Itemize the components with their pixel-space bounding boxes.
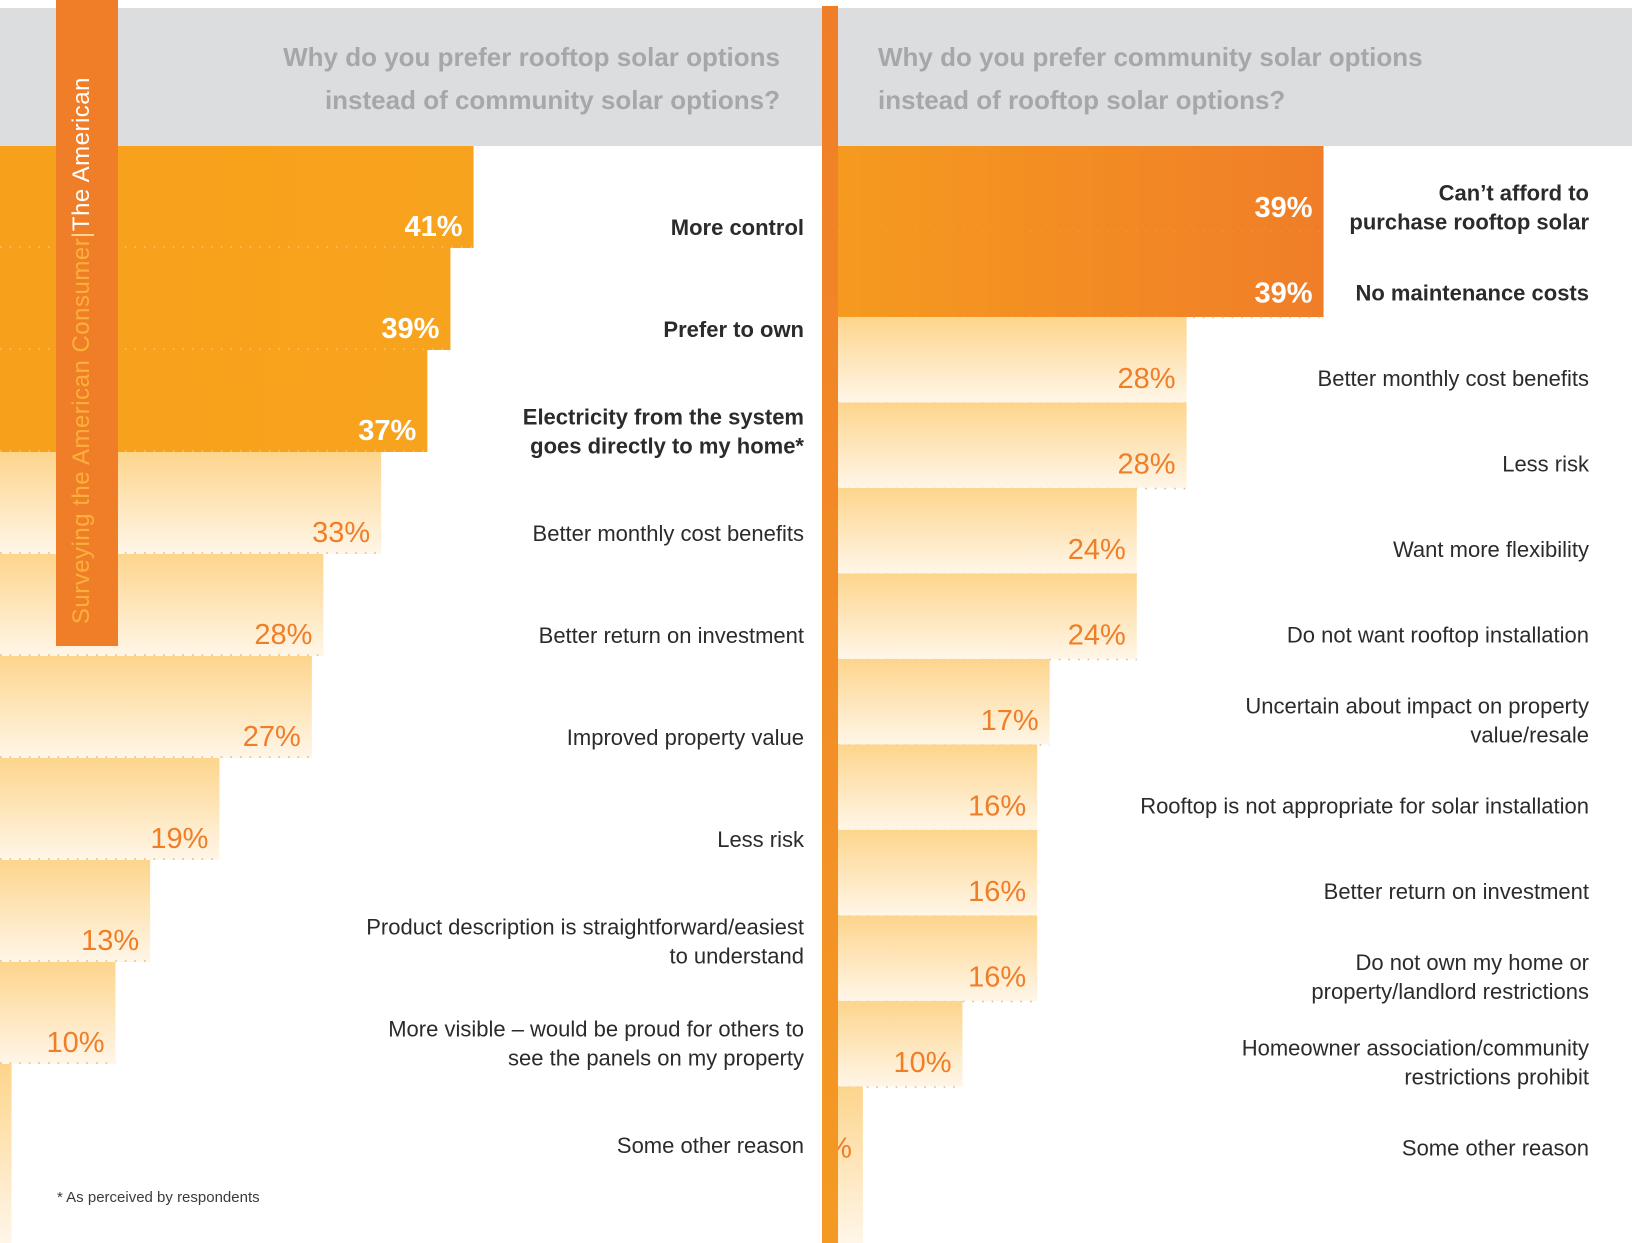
right-category-label: No maintenance costs [1355,281,1589,306]
right-category-label: Better monthly cost benefits [1318,366,1589,391]
right-value-label: 17% [981,705,1039,737]
left-category-label: More visible – would be proud for others… [388,1017,804,1071]
right-value-label: 16% [968,962,1026,994]
right-value-label: 39% [1255,278,1313,310]
center-divider [822,6,838,1243]
right-title-line-2: instead of rooftop solar options? [878,85,1286,115]
right-bar [838,1001,963,1087]
left-category-label: Prefer to own [663,317,804,342]
left-value-label: 28% [254,619,312,651]
left-value-label: 39% [381,313,439,345]
right-category-label: Do not want rooftop installation [1287,623,1589,648]
right-category-label: Less risk [1502,452,1590,477]
right-category-label: Do not own my home or property/landlord r… [1311,950,1589,1004]
left-bar [0,962,116,1064]
right-value-label: 16% [968,791,1026,823]
left-bar [0,758,220,860]
right-category-label: Want more flexibility [1393,537,1589,562]
left-title-line-1: Why do you prefer rooftop solar options [283,42,780,72]
right-bar [838,488,1137,574]
right-header-band: Why do you prefer community solar option… [838,8,1632,146]
right-category-label: Some other reason [1402,1136,1589,1161]
left-chart-title: Why do you prefer rooftop solar options … [140,36,780,122]
side-tab: Surveying the American Consumer|The Amer… [56,0,118,646]
right-bar [838,830,1038,916]
right-category-label: Homeowner association/community restricti… [1242,1036,1589,1090]
left-value-label: 1% [0,1129,1,1161]
left-category-label: Electricity from the system goes directly… [523,405,805,459]
right-bar [838,915,1038,1001]
right-bar [838,317,1187,403]
right-bar [838,573,1137,659]
right-value-label: 39% [1255,192,1313,224]
right-bar [838,146,1324,232]
left-value-label: 13% [81,925,139,957]
right-value-label: 24% [1068,620,1126,652]
left-header-band: Why do you prefer rooftop solar options … [0,8,822,146]
right-value-label: 28% [1118,449,1176,481]
left-bar [0,1064,12,1243]
side-tab-separator: | [68,230,95,238]
footnote: * As perceived by respondents [57,1189,260,1206]
left-category-label: Better return on investment [539,623,804,648]
left-category-label: Better monthly cost benefits [533,521,804,546]
right-value-label: 16% [968,876,1026,908]
right-chart-title: Why do you prefer community solar option… [878,36,1538,122]
right-value-label: 2% [838,1133,852,1165]
right-bar [838,231,1324,317]
left-category-label: Some other reason [617,1133,804,1158]
right-category-label: Uncertain about impact on property value/… [1245,694,1589,748]
right-value-label: 24% [1068,534,1126,566]
left-category-label: Less risk [717,827,805,852]
left-bar [0,860,151,962]
left-category-label: Product description is straightforward/e… [366,915,804,969]
right-bar [838,659,1050,745]
right-category-label: Can’t afford to purchase rooftop solar [1349,181,1589,235]
left-bar-chart: 41% More control 39% Prefer to own 37% Electr… [0,146,805,1243]
left-value-label: 10% [46,1027,104,1059]
side-tab-subtitle: Surveying the American Consumer [68,237,95,624]
left-category-label: More control [671,215,804,240]
left-category-label: Improved property value [567,725,804,750]
left-title-line-2: instead of community solar options? [324,85,780,115]
left-value-label: 41% [405,211,463,243]
right-bar-chart: 39% Can’t afford to purchase rooftop solar… [838,146,1590,1243]
left-value-label: 37% [358,415,416,447]
right-bar [838,744,1038,830]
right-value-label: 28% [1118,363,1176,395]
side-tab-lead: The American [68,76,95,231]
right-category-label: Better return on investment [1324,879,1589,904]
side-tab-text: Surveying the American Consumer|The Amer… [68,77,96,624]
right-value-label: 10% [893,1047,951,1079]
left-bar [0,656,312,758]
right-bar [838,1086,863,1243]
right-bar [838,402,1187,488]
left-value-label: 33% [312,517,370,549]
right-title-line-1: Why do you prefer community solar option… [878,42,1423,72]
left-bar [0,554,324,656]
left-value-label: 27% [243,721,301,753]
left-value-label: 19% [150,823,208,855]
right-category-label: Rooftop is not appropriate for solar ins… [1140,794,1589,819]
